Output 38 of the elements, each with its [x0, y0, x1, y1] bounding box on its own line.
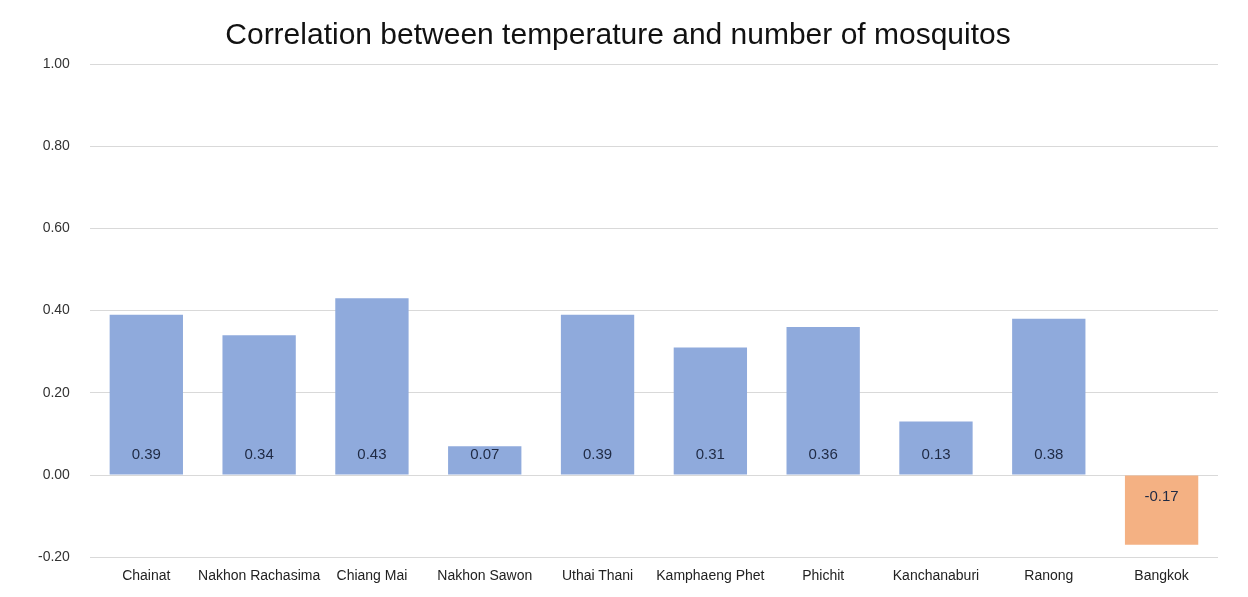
x-tick-label: Chainat	[122, 567, 171, 584]
x-tick-label: Kanchanaburi	[892, 567, 980, 584]
x-tick-label: Nakhon Rachasima	[198, 567, 321, 584]
y-tick-label: 0.40	[42, 301, 71, 318]
bar	[335, 298, 409, 475]
data-label: 0.31	[695, 445, 725, 462]
bar	[448, 446, 522, 475]
bar	[560, 314, 635, 475]
bar	[1124, 475, 1199, 545]
x-tick-label: Bangkok	[1134, 567, 1190, 584]
data-label: 0.39	[582, 445, 613, 462]
y-tick-label: 0.00	[42, 465, 71, 482]
x-tick-label: Uthai Thani	[561, 567, 634, 584]
bar	[1012, 318, 1086, 475]
x-tick-label: Kamphaeng Phet	[656, 567, 765, 584]
data-label: 0.38	[1034, 445, 1064, 462]
y-tick-label: 0.20	[42, 383, 71, 400]
bar	[222, 335, 296, 475]
x-tick-label: Phichit	[802, 567, 845, 584]
y-tick-label: 1.00	[42, 54, 71, 71]
data-label: 0.43	[357, 445, 387, 462]
bar	[109, 314, 183, 475]
data-label: 0.13	[921, 445, 951, 462]
x-tick-label: Chiang Mai	[336, 567, 408, 584]
bar	[673, 347, 748, 475]
y-tick-label: 0.80	[42, 137, 71, 154]
x-tick-label: Ranong	[1024, 567, 1074, 584]
x-tick-label: Nakhon Sawon	[437, 567, 533, 584]
chart-title: Correlation between temperature and number of mosquitos	[225, 17, 1011, 51]
y-tick-label: 0.60	[42, 219, 71, 236]
bar	[786, 327, 860, 475]
data-label: -0.17	[1144, 487, 1179, 504]
data-label: 0.36	[808, 445, 838, 462]
bar	[899, 421, 973, 475]
data-label: 0.39	[131, 445, 161, 462]
data-label: 0.07	[470, 445, 500, 462]
y-tick-label: -0.20	[37, 548, 71, 565]
data-label: 0.34	[244, 445, 274, 462]
